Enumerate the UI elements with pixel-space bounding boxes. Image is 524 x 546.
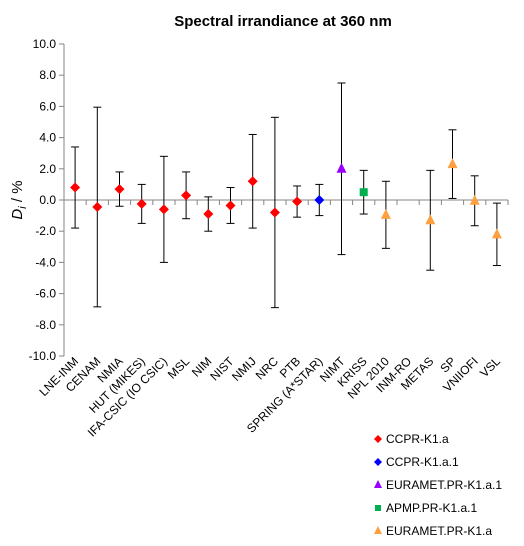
chart-title: Spectral irrandiance at 360 nm xyxy=(174,13,392,30)
data-point xyxy=(225,200,236,211)
legend-label: CCPR-K1.a xyxy=(386,432,449,446)
legend-label: CCPR-K1.a.1 xyxy=(386,455,459,469)
data-point xyxy=(314,195,325,205)
data-point xyxy=(203,209,214,220)
y-tick-label: 6.0 xyxy=(39,99,56,113)
x-category-label: MSL xyxy=(165,354,193,382)
data-point xyxy=(247,176,258,187)
data-point xyxy=(491,228,502,239)
data-point xyxy=(359,188,368,197)
legend-label: EURAMET.PR-K1.a.1 xyxy=(386,478,502,492)
data-point xyxy=(181,190,192,201)
data-markers xyxy=(70,158,502,239)
y-ticks: 10.0 8.0 6.0 4.0 2.0 0.0 -2.0 -4.0 -6.0 -8.0 -10.0 xyxy=(29,37,64,363)
legend-label: EURAMET.PR-K1.a xyxy=(386,524,492,538)
legend-marker xyxy=(374,526,382,534)
y-tick-label: 4.0 xyxy=(39,131,56,145)
legend-marker xyxy=(374,458,382,466)
data-point xyxy=(70,182,81,193)
x-category-label: VSL xyxy=(477,354,503,380)
legend: CCPR-K1.a CCPR-K1.a.1 EURAMET.PR-K1.a.1 APM… xyxy=(374,432,502,538)
data-point xyxy=(114,184,125,195)
y-tick-label: -2.0 xyxy=(35,224,56,238)
y-axis-label-subscript: i xyxy=(17,206,29,209)
legend-label: APMP.PR-K1.a.1 xyxy=(386,501,477,515)
data-point xyxy=(269,207,280,218)
data-point xyxy=(92,202,103,213)
x-category-label: NIST xyxy=(207,354,237,384)
y-axis-label: Di / % xyxy=(9,180,29,219)
data-point xyxy=(292,196,303,207)
y-tick-label: 10.0 xyxy=(33,37,57,51)
y-tick-label: 8.0 xyxy=(39,68,56,82)
error-bars xyxy=(71,82,501,309)
y-tick-label: -10.0 xyxy=(29,349,57,363)
data-point xyxy=(336,162,347,173)
y-tick-label: -6.0 xyxy=(35,287,56,301)
x-category-label: NRC xyxy=(253,354,282,383)
y-tick-label: -4.0 xyxy=(35,255,56,269)
data-point xyxy=(469,194,480,205)
data-point xyxy=(380,208,391,219)
data-point xyxy=(158,204,169,215)
y-tick-label: -8.0 xyxy=(35,318,56,332)
y-axis-label-unit: / % xyxy=(9,180,26,206)
legend-marker xyxy=(375,505,381,511)
y-axis-label-main: D xyxy=(9,209,26,220)
y-tick-label: 2.0 xyxy=(39,162,56,176)
legend-marker xyxy=(374,435,382,443)
data-point xyxy=(425,214,436,225)
data-point xyxy=(136,198,147,209)
data-point xyxy=(447,158,458,169)
y-axis-label-text: Di / % xyxy=(9,180,29,219)
legend-marker xyxy=(374,480,382,488)
x-category-label: NMIJ xyxy=(229,354,259,384)
y-tick-label: 0.0 xyxy=(39,193,56,207)
